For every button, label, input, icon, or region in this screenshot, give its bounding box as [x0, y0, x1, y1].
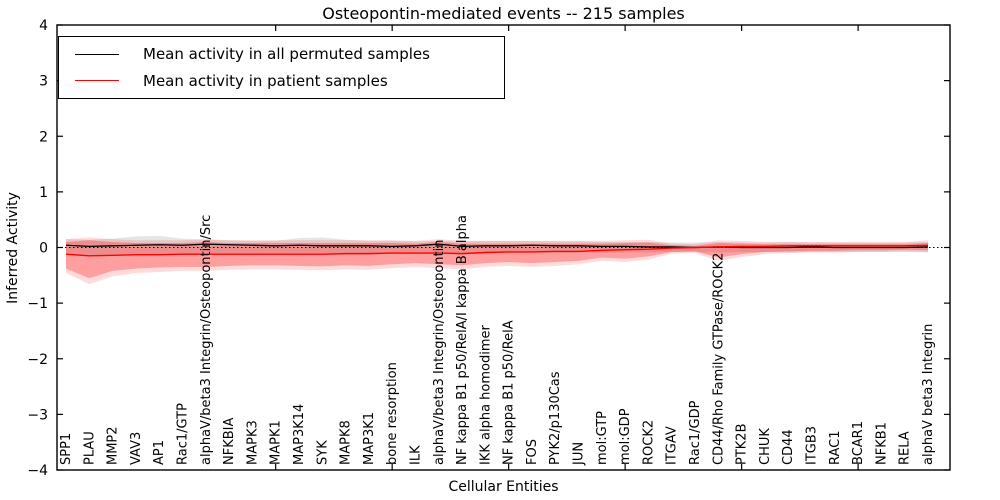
x-category-label: CHUK — [758, 428, 773, 465]
y-tick-label: 1 — [39, 185, 48, 201]
band-1 — [66, 237, 928, 285]
y-tick-label: −2 — [27, 352, 48, 368]
x-axis-label: Cellular Entities — [448, 479, 559, 495]
y-tick-label: −3 — [27, 407, 48, 423]
x-category-label: ROCK2 — [641, 420, 656, 465]
x-category-label: ILK — [408, 445, 423, 465]
x-category-label: NFKB1 — [874, 422, 889, 465]
x-category-label: CD44 — [781, 429, 796, 465]
x-category-label: mol:GTP — [595, 411, 610, 465]
x-category-label: BCAR1 — [851, 421, 866, 465]
x-category-label: ITGAV — [665, 426, 680, 465]
x-category-label: FOS — [525, 439, 540, 465]
x-category-label: PYK2/p130Cas — [548, 371, 563, 465]
x-category-label: PLAU — [82, 431, 97, 465]
x-category-label: SPP1 — [59, 433, 74, 465]
series-line-1 — [65, 244, 929, 257]
x-category-label: RAC1 — [828, 430, 843, 465]
legend-line-black-icon — [75, 53, 119, 55]
y-tick-label: −1 — [27, 296, 48, 312]
legend: Mean activity in all permuted samples Me… — [58, 36, 505, 99]
y-tick-label: 2 — [39, 129, 48, 145]
x-category-label: alphaV beta3 Integrin — [921, 324, 936, 465]
band-2 — [66, 240, 928, 279]
x-category-label: VAV3 — [129, 432, 144, 465]
x-category-label: MAP3K14 — [292, 404, 307, 465]
series-line-0 — [65, 243, 929, 249]
legend-entry-permuted: Mean activity in all permuted samples — [59, 45, 504, 63]
x-category-label: MAPK3 — [245, 420, 260, 465]
chart-title: Osteopontin-mediated events -- 215 sampl… — [322, 4, 685, 23]
x-category-label: alphaV/beta3 Integrin/Osteopontin/Src — [199, 215, 214, 465]
legend-line-red-icon — [75, 80, 119, 82]
x-category-label: PTK2B — [735, 424, 750, 466]
y-tick-label: 0 — [39, 241, 48, 257]
x-category-label: IKK alpha homodimer — [478, 324, 493, 465]
x-category-label: ITGB3 — [805, 426, 820, 465]
x-category-label: MAPK1 — [269, 420, 284, 465]
x-category-label: NFKBIA — [222, 418, 237, 465]
legend-label-patient: Mean activity in patient samples — [143, 71, 388, 90]
x-category-label: AP1 — [152, 440, 167, 465]
x-category-label: SYK — [315, 440, 330, 465]
y-tick-label: 4 — [39, 18, 48, 34]
x-category-label: MAP3K1 — [362, 412, 377, 465]
y-tick-label: −4 — [27, 463, 48, 479]
x-category-label: bone resorption — [385, 362, 400, 465]
x-category-label: mol:GDP — [618, 408, 633, 465]
x-category-label: NF kappa B1 p50/RelA — [502, 320, 517, 465]
x-category-label: RELA — [898, 431, 913, 465]
legend-entry-patient: Mean activity in patient samples — [59, 72, 504, 90]
y-tick-label: 3 — [39, 74, 48, 90]
legend-label-permuted: Mean activity in all permuted samples — [143, 45, 430, 64]
x-category-label: Rac1/GTP — [175, 403, 190, 465]
x-category-label: JUN — [572, 442, 587, 466]
x-category-label: Rac1/GDP — [688, 400, 703, 465]
x-category-label: alphaV/beta3 Integrin/Osteopontin — [432, 240, 447, 465]
x-category-label: CD44/Rho Family GTPase/ROCK2 — [711, 253, 726, 465]
x-category-label: MMP2 — [106, 426, 121, 465]
x-category-label: MAPK8 — [339, 420, 354, 465]
x-category-label: NF kappa B1 p50/RelA/I kappa B alpha — [455, 215, 470, 465]
y-axis-label: Inferred Activity — [5, 192, 21, 304]
